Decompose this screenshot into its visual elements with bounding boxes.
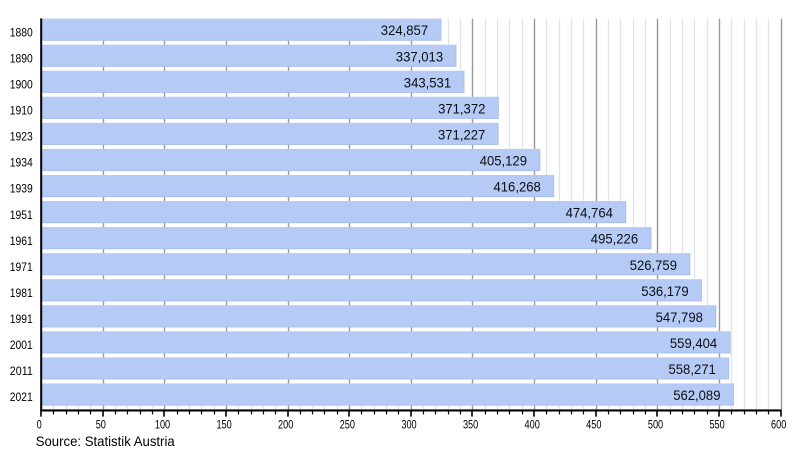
svg-text:559,404: 559,404: [670, 335, 717, 351]
svg-text:1934: 1934: [10, 156, 33, 170]
svg-text:337,013: 337,013: [396, 48, 443, 64]
svg-text:0: 0: [37, 418, 42, 432]
svg-text:100: 100: [155, 418, 171, 432]
svg-text:2001: 2001: [10, 338, 33, 352]
svg-text:2021: 2021: [10, 390, 33, 404]
svg-text:1981: 1981: [10, 286, 33, 300]
svg-text:474,764: 474,764: [566, 205, 613, 221]
svg-text:600: 600: [771, 418, 787, 432]
svg-text:300: 300: [401, 418, 417, 432]
svg-text:405,129: 405,129: [480, 153, 527, 169]
svg-text:50: 50: [96, 418, 106, 432]
svg-text:200: 200: [278, 418, 294, 432]
svg-text:562,089: 562,089: [673, 387, 720, 403]
svg-text:1890: 1890: [10, 51, 33, 65]
svg-text:324,857: 324,857: [381, 22, 428, 38]
svg-text:1951: 1951: [10, 208, 33, 222]
svg-text:371,372: 371,372: [438, 100, 485, 116]
svg-text:1961: 1961: [10, 234, 33, 248]
svg-text:250: 250: [340, 418, 356, 432]
svg-text:1910: 1910: [10, 104, 33, 118]
svg-text:1939: 1939: [10, 182, 33, 196]
svg-text:547,798: 547,798: [656, 309, 703, 325]
svg-text:371,227: 371,227: [438, 127, 485, 143]
svg-text:343,531: 343,531: [404, 74, 451, 90]
svg-text:400: 400: [525, 418, 541, 432]
svg-text:416,268: 416,268: [494, 179, 541, 195]
svg-text:550: 550: [709, 418, 725, 432]
svg-text:350: 350: [463, 418, 479, 432]
svg-text:2011: 2011: [10, 364, 33, 378]
svg-text:536,179: 536,179: [641, 283, 688, 299]
svg-text:1991: 1991: [10, 312, 33, 326]
svg-text:1971: 1971: [10, 260, 33, 274]
svg-text:450: 450: [586, 418, 602, 432]
svg-text:495,226: 495,226: [591, 231, 638, 247]
svg-text:526,759: 526,759: [630, 257, 677, 273]
svg-text:558,271: 558,271: [669, 361, 716, 377]
svg-text:150: 150: [216, 418, 232, 432]
svg-text:1923: 1923: [10, 130, 33, 144]
svg-text:1900: 1900: [10, 78, 33, 92]
svg-text:1880: 1880: [10, 25, 33, 39]
svg-text:Source: Statistik Austria: Source: Statistik Austria: [36, 433, 175, 449]
svg-text:500: 500: [648, 418, 664, 432]
